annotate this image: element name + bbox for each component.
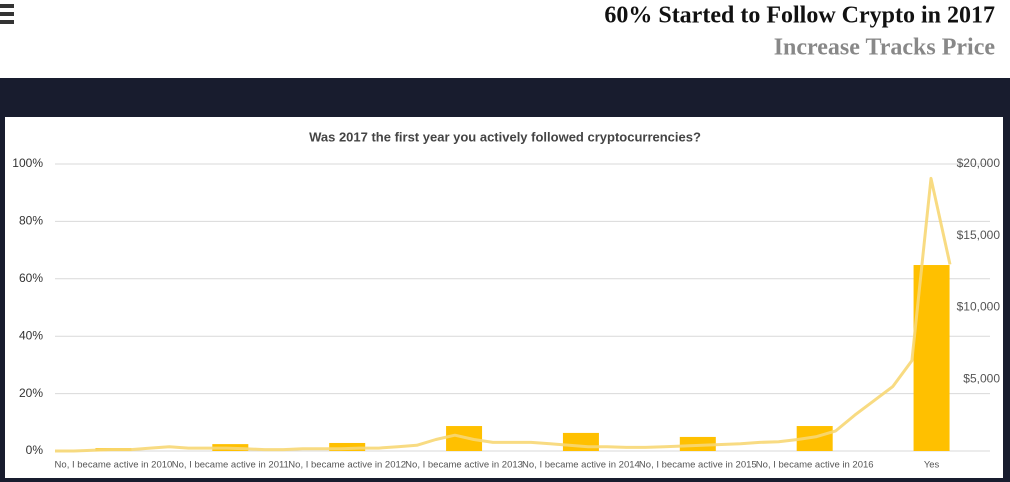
chart-title: Was 2017 the first year you actively fol… — [309, 129, 701, 144]
y-tick-label: 60% — [19, 271, 43, 285]
price-line — [55, 176, 952, 453]
y2-tick-label: $5,000 — [963, 371, 1000, 385]
x-tick-label: No, I became active in 2015 — [639, 460, 757, 471]
y2-tick-label: $15,000 — [957, 228, 1001, 242]
y-tick-label: 40% — [19, 328, 43, 342]
bar — [562, 432, 599, 451]
menu-icon[interactable] — [0, 4, 14, 24]
menu-bar — [0, 20, 14, 24]
x-tick-label: No, I became active in 2011 — [172, 460, 289, 471]
x-tick-label: No, I became active in 2010 — [55, 460, 173, 471]
x-tick-label: No, I became active in 2012 — [288, 460, 406, 471]
y2-tick-label: $10,000 — [957, 300, 1001, 314]
y2-tick-label: $20,000 — [957, 156, 1001, 170]
page-subtitle: Increase Tracks Price — [774, 35, 996, 61]
y-tick-label: 80% — [19, 214, 43, 228]
y-tick-label: 100% — [12, 156, 43, 170]
y-tick-label: 0% — [26, 443, 44, 457]
chart-panel — [5, 117, 1003, 478]
y-tick-label: 20% — [19, 386, 43, 400]
menu-bar — [0, 12, 14, 16]
menu-bar — [0, 4, 14, 8]
x-tick-label: No, I became active in 2013 — [405, 460, 523, 471]
x-tick-label: Yes — [924, 460, 940, 471]
bar — [329, 442, 366, 451]
page-title: 60% Started to Follow Crypto in 2017 — [604, 3, 995, 29]
x-tick-label: No, I became active in 2014 — [522, 460, 640, 471]
x-tick-label: No, I became active in 2016 — [756, 460, 874, 471]
